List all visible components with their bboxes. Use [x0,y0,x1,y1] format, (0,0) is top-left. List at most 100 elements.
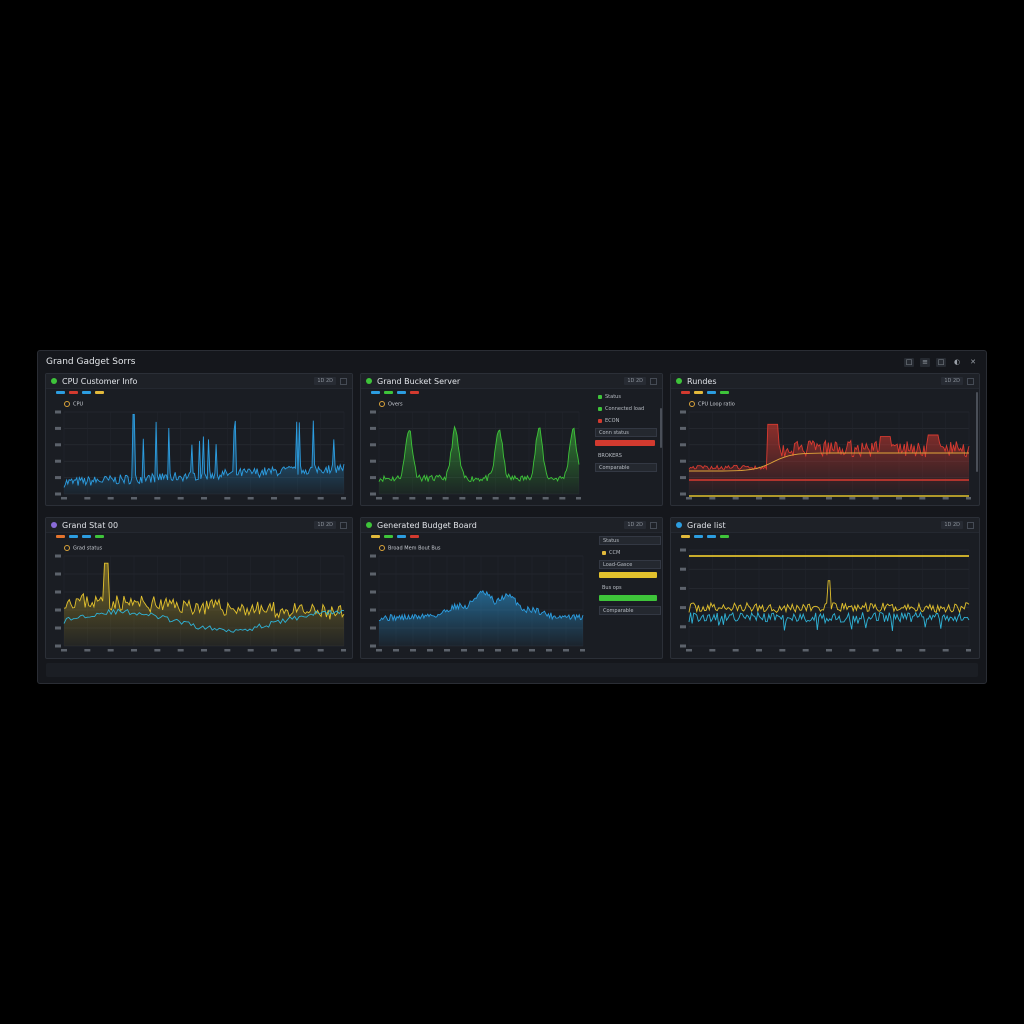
range-toggle[interactable]: 1D 2D [941,377,963,385]
y-tick-mark [680,410,686,414]
side-item[interactable]: BROKERS [598,452,622,459]
legend-swatch [397,391,406,394]
x-tick-mark [459,497,466,500]
y-tick-mark [680,586,686,590]
x-tick-mark [271,649,277,652]
x-tick-mark [966,497,971,500]
legend-swatch [384,391,393,394]
x-tick-mark [872,649,879,652]
expand-icon[interactable] [340,377,347,385]
range-toggle[interactable]: 1D 2D [314,521,336,529]
x-tick-mark [966,649,971,652]
x-tick-mark [201,497,207,500]
x-tick-mark [542,497,549,500]
side-item[interactable]: Conn status [595,428,657,437]
legend-swatch [56,391,65,394]
y-tick-mark [55,443,61,447]
status-dot-icon [366,378,372,384]
legend-swatch [707,535,716,538]
legend-swatch [681,535,690,538]
legend-swatch [720,391,729,394]
legend-swatch [410,391,419,394]
range-toggle[interactable]: 1D 2D [941,521,963,529]
panel-bucket-server: Grand Bucket Server 1D 2D Overs Status C… [360,373,663,506]
bucket-chart [370,410,581,500]
status-dot-icon [676,378,682,384]
expand-icon[interactable] [650,377,657,385]
y-tick-mark [680,606,686,610]
panel-header: Grand Stat 00 1D 2D [46,518,352,533]
range-toggle[interactable]: 1D 2D [624,521,646,529]
x-tick-mark [509,497,516,500]
side-item[interactable]: Load-Gasce [599,560,661,569]
x-tick-mark [526,497,532,500]
grand-stat-series-b-line [63,608,345,633]
y-tick-mark [370,554,376,558]
side-item[interactable]: Comparable [595,463,657,472]
expand-icon[interactable] [650,521,657,529]
maximize-icon[interactable]: □ [936,357,946,367]
side-item[interactable]: Comparable [599,606,661,615]
y-tick-mark [55,492,61,496]
y-tick-mark [55,426,61,430]
legend-swatch [694,391,703,394]
x-tick-mark [559,497,566,500]
y-tick-mark [680,426,686,430]
x-tick-mark [131,649,137,652]
expand-icon[interactable] [967,521,974,529]
x-tick-mark [802,497,809,500]
side-item[interactable]: Status [595,392,657,401]
legend [681,391,729,394]
layout-icon[interactable]: □ [904,357,914,367]
scrollbar[interactable] [976,392,978,472]
legend-swatch [681,391,690,394]
side-item[interactable]: CCM [599,548,661,557]
status-strip [46,663,978,677]
x-tick-mark [442,497,449,500]
panel-title: Generated Budget Board [377,520,477,530]
side-list: Status Connected load ECON Conn status B… [595,392,657,475]
x-tick-mark [826,497,832,500]
x-tick-mark [942,649,949,652]
status-dot-icon [51,378,57,384]
y-tick-mark [370,476,376,480]
side-item[interactable]: ECON [595,416,657,425]
y-tick-mark [680,644,686,648]
x-tick-mark [131,497,137,500]
panel-cpu: CPU Customer Info 1D 2D CPU [45,373,353,506]
budget-series-area [379,590,583,646]
side-item[interactable]: Bus ops [602,584,622,591]
y-tick-mark [370,608,376,612]
y-tick-mark [370,492,376,496]
x-tick-mark [224,649,231,652]
x-tick-mark [61,497,67,500]
expand-icon[interactable] [967,377,974,385]
panel-grade-list: Grade list 1D 2D [670,517,980,659]
expand-icon[interactable] [340,521,347,529]
close-icon[interactable]: ✕ [970,357,976,366]
legend [681,535,729,538]
chart-grid [680,548,971,652]
y-tick-mark [55,554,61,558]
x-tick-mark [942,497,949,500]
x-tick-mark [426,497,432,500]
range-toggle[interactable]: 1D 2D [624,377,646,385]
legend [56,535,104,538]
x-tick-mark [84,649,91,652]
legend-swatch [56,535,65,538]
side-item[interactable]: Status [599,536,661,545]
legend-swatch [82,535,91,538]
y-tick-mark [370,572,376,576]
x-tick-mark [177,497,184,500]
grade-list-chart [680,548,971,652]
range-toggle[interactable]: 1D 2D [314,377,336,385]
menu-icon[interactable]: ≡ [920,357,930,367]
side-item[interactable]: Connected load [595,404,657,413]
x-tick-mark [779,649,786,652]
legend-swatch [69,391,78,394]
theme-icon[interactable]: ◐ [953,357,961,366]
series-label: CPU Loop ratio [689,401,735,408]
scrollbar[interactable] [660,408,662,448]
series-label: Overs [379,401,403,408]
legend-swatch [95,391,104,394]
